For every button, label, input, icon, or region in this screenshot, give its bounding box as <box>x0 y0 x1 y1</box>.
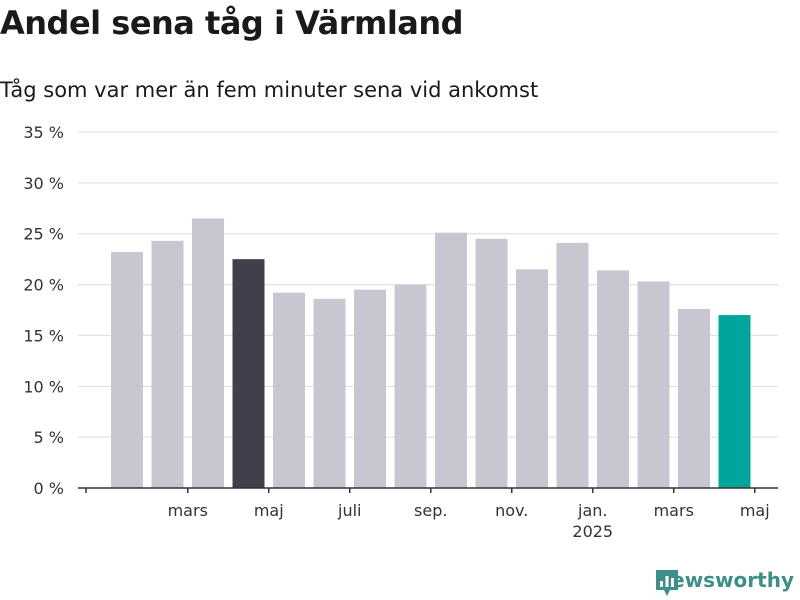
bar <box>516 269 548 488</box>
x-tick-label: maj <box>740 501 770 520</box>
x-tick-label: jan. <box>577 501 607 520</box>
bar <box>475 238 508 488</box>
y-tick-label: 5 % <box>34 428 64 447</box>
bar <box>556 242 589 488</box>
brand: Newsworthy <box>654 568 794 596</box>
bar <box>273 292 305 488</box>
y-tick-label: 10 % <box>23 377 64 396</box>
bar <box>678 308 710 488</box>
bar <box>313 298 346 488</box>
bar <box>111 252 143 488</box>
x-tick-label: mars <box>168 501 208 520</box>
x-tick-label: mars <box>654 501 694 520</box>
chart-subtitle: Tåg som var mer än fem minuter sena vid … <box>0 78 539 102</box>
y-tick-label: 25 % <box>23 225 64 244</box>
bar <box>435 232 467 488</box>
x-tick-label: juli <box>337 501 361 520</box>
bar <box>718 315 751 488</box>
bar <box>354 289 386 488</box>
y-tick-label: 20 % <box>23 276 64 295</box>
bar-chart: 0 % 5 % 10 % 15 % 20 % 25 % 30 % 35 % mars maj jul… <box>23 123 778 541</box>
x-tick-label: maj <box>254 501 284 520</box>
x-tick-label: nov. <box>495 501 528 520</box>
y-tick-label: 35 % <box>23 123 64 142</box>
y-tick-label: 0 % <box>34 479 64 498</box>
bar <box>192 218 224 488</box>
y-tick-label: 30 % <box>23 174 64 193</box>
bar <box>394 284 427 488</box>
chart-title: Andel sena tåg i Värmland <box>0 4 464 42</box>
bar <box>232 259 265 488</box>
bar <box>597 270 629 488</box>
bar <box>637 281 670 488</box>
x-tick-sublabel: 2025 <box>572 522 613 541</box>
x-tick-label: sep. <box>414 501 447 520</box>
y-tick-label: 15 % <box>23 326 64 345</box>
newsworthy-logo-icon <box>656 570 679 596</box>
bar <box>151 240 184 488</box>
